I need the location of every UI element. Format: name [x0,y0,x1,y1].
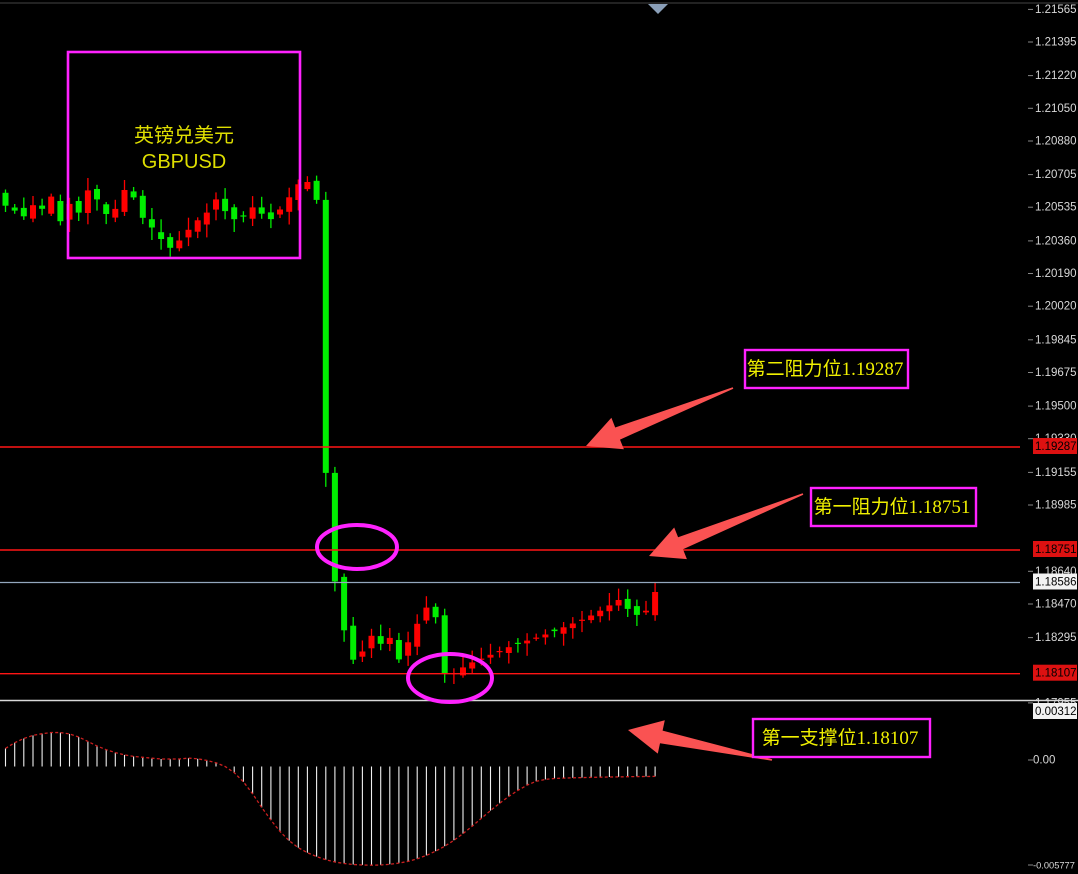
svg-text:1.19155: 1.19155 [1035,467,1077,479]
svg-text:英镑兑美元: 英镑兑美元 [134,124,234,147]
svg-text:-0.005777: -0.005777 [1033,861,1075,871]
svg-text:1.20880: 1.20880 [1035,136,1077,148]
svg-text:1.20535: 1.20535 [1035,202,1077,214]
svg-text:GBPUSD: GBPUSD [142,151,226,173]
svg-text:1.18586: 1.18586 [1035,577,1077,589]
svg-text:第二阻力位1.19287: 第二阻力位1.19287 [747,358,904,380]
svg-text:1.20705: 1.20705 [1035,169,1077,181]
svg-text:1.21050: 1.21050 [1035,103,1077,115]
svg-text:第一支撑位1.18107: 第一支撑位1.18107 [762,727,919,749]
svg-text:1.21565: 1.21565 [1035,4,1077,16]
svg-text:1.18751: 1.18751 [1035,544,1077,556]
svg-text:1.19500: 1.19500 [1035,401,1077,413]
svg-text:1.20360: 1.20360 [1035,235,1077,247]
svg-text:0.00312: 0.00312 [1035,706,1077,718]
svg-text:1.18295: 1.18295 [1035,632,1077,644]
svg-text:1.20190: 1.20190 [1035,268,1077,280]
svg-text:1.20020: 1.20020 [1035,301,1077,313]
svg-text:第一阻力位1.18751: 第一阻力位1.18751 [814,496,971,518]
svg-text:1.18107: 1.18107 [1035,668,1077,680]
svg-text:0.00: 0.00 [1033,755,1055,767]
svg-text:1.18985: 1.18985 [1035,500,1077,512]
svg-text:1.19675: 1.19675 [1035,367,1077,379]
svg-text:1.21220: 1.21220 [1035,70,1077,82]
svg-text:1.21395: 1.21395 [1035,37,1077,49]
svg-text:1.18470: 1.18470 [1035,599,1077,611]
svg-text:1.19845: 1.19845 [1035,334,1077,346]
svg-text:1.19287: 1.19287 [1035,441,1077,453]
